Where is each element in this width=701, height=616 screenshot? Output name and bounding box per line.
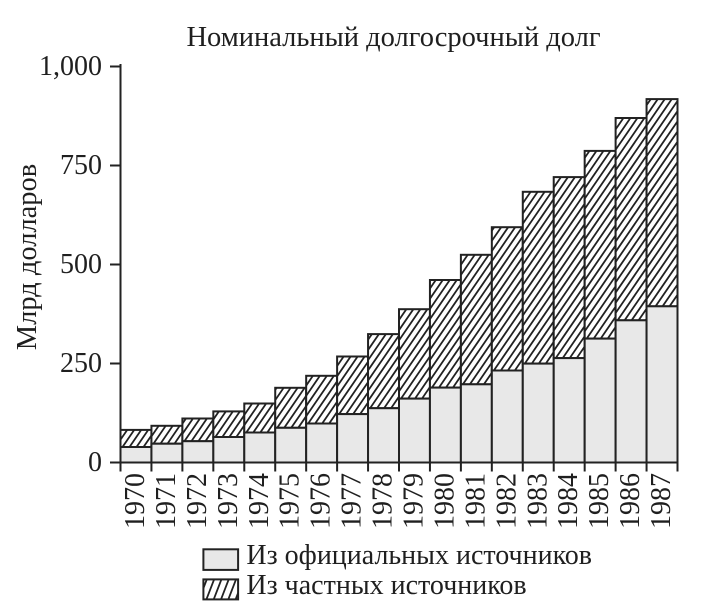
svg-text:1970: 1970 — [120, 473, 151, 529]
svg-text:1976: 1976 — [306, 473, 337, 529]
svg-text:1983: 1983 — [522, 473, 553, 529]
svg-text:1972: 1972 — [182, 473, 213, 529]
svg-text:1978: 1978 — [368, 473, 399, 529]
svg-text:1975: 1975 — [275, 473, 306, 529]
svg-text:1973: 1973 — [213, 473, 244, 529]
svg-text:1980: 1980 — [429, 473, 460, 529]
svg-text:250: 250 — [60, 348, 102, 379]
svg-text:1974: 1974 — [244, 473, 275, 529]
svg-text:Из частных источников: Из частных источников — [246, 570, 526, 601]
svg-text:750: 750 — [60, 150, 102, 181]
svg-text:1979: 1979 — [398, 473, 429, 529]
svg-text:1987: 1987 — [646, 473, 677, 529]
svg-text:1986: 1986 — [615, 473, 646, 529]
svg-text:Млрд долларов: Млрд долларов — [12, 164, 43, 351]
svg-text:500: 500 — [60, 249, 102, 280]
svg-text:1982: 1982 — [491, 473, 522, 529]
svg-text:1981: 1981 — [460, 473, 491, 529]
svg-text:1984: 1984 — [553, 473, 584, 529]
svg-text:1,000: 1,000 — [39, 51, 102, 82]
svg-text:Номинальный долгосрочный долг: Номинальный долгосрочный долг — [186, 22, 600, 53]
svg-text:1985: 1985 — [584, 473, 615, 529]
svg-text:0: 0 — [88, 447, 102, 478]
svg-text:1971: 1971 — [151, 473, 182, 529]
svg-text:1977: 1977 — [337, 473, 368, 529]
svg-text:Из официальных источников: Из официальных источников — [246, 540, 592, 571]
